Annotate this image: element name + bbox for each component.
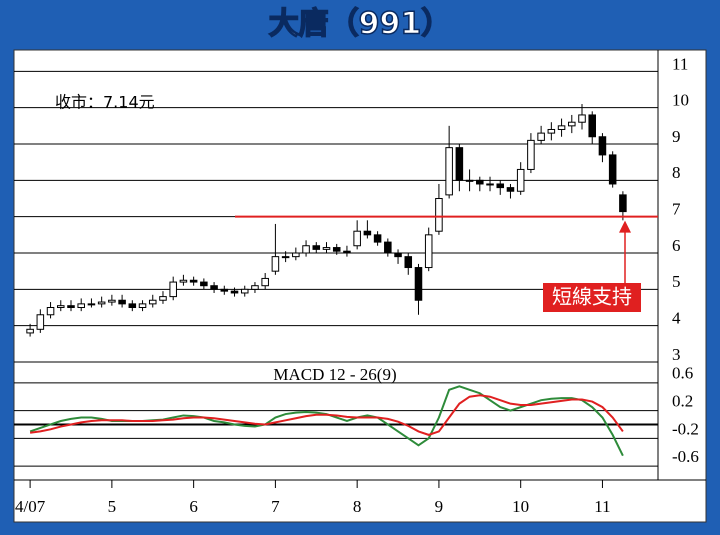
- chart-title: 大唐（991）: [269, 7, 452, 42]
- candle-body: [312, 245, 321, 250]
- y-tick-label: 11: [672, 54, 688, 73]
- y-tick-label: 4: [672, 309, 681, 328]
- candle-body: [619, 194, 627, 213]
- y-tick-label: 6: [672, 236, 681, 255]
- y-tick-label: 7: [672, 200, 681, 219]
- candle-body: [169, 281, 177, 298]
- candle-body: [240, 288, 249, 294]
- support-arrowhead: [619, 220, 631, 233]
- candle-body: [210, 285, 218, 290]
- candle-body: [404, 256, 413, 269]
- candle-body: [230, 290, 239, 294]
- candle-body: [292, 252, 300, 258]
- candle-body: [496, 183, 505, 189]
- candle-body: [435, 198, 443, 232]
- x-tick-label: 6: [189, 497, 198, 516]
- candle-body: [394, 252, 402, 258]
- candle-body: [414, 267, 423, 301]
- x-tick-label: 7: [271, 497, 280, 516]
- candle-body: [343, 250, 351, 254]
- candle-body: [537, 132, 545, 141]
- macd-title: MACD 12 - 26(9): [273, 365, 396, 384]
- candle-body: [281, 256, 290, 259]
- candle-body: [36, 314, 45, 330]
- candle-body: [486, 183, 494, 186]
- candle-body: [138, 303, 147, 309]
- x-tick-label: 10: [512, 497, 529, 516]
- candle-body: [251, 285, 259, 290]
- candle-body: [424, 234, 433, 269]
- support-label: 短線支持: [552, 285, 632, 309]
- candle-body: [516, 168, 525, 192]
- candle-body: [578, 114, 586, 123]
- candle-body: [87, 303, 96, 306]
- candle-body: [557, 125, 566, 130]
- candle-body: [588, 114, 596, 138]
- x-tick-label: 11: [594, 497, 610, 516]
- candle-body: [322, 247, 331, 250]
- candle-body: [465, 179, 474, 182]
- candle-body: [608, 154, 617, 185]
- y-tick-label: -0.2: [672, 419, 699, 438]
- x-tick-label: 9: [435, 497, 444, 516]
- x-tick-label: 4/07: [15, 497, 46, 516]
- x-tick-label: 8: [353, 497, 362, 516]
- candle-body: [568, 121, 576, 127]
- candle-body: [108, 299, 116, 303]
- candle-body: [373, 234, 382, 243]
- candle-body: [332, 247, 341, 252]
- candle-body: [302, 245, 310, 254]
- close-annotation: 收市：7.14元: [55, 93, 155, 112]
- candle-body: [384, 241, 392, 254]
- candle-body: [57, 305, 65, 309]
- y-tick-label: 3: [672, 345, 681, 364]
- candle-body: [547, 128, 556, 134]
- candle-body: [97, 301, 106, 305]
- candle-body: [159, 296, 167, 301]
- candle-body: [148, 299, 157, 305]
- support-label-box: [543, 283, 641, 312]
- candle-body: [46, 307, 55, 316]
- y-tick-label: -0.6: [672, 447, 699, 466]
- candle-body: [476, 179, 484, 185]
- candle-body: [220, 288, 229, 292]
- candle-body: [455, 147, 464, 181]
- candle-body: [353, 230, 361, 247]
- candle-body: [261, 277, 269, 287]
- y-tick-label: 10: [672, 91, 689, 110]
- y-tick-label: 9: [672, 127, 681, 146]
- y-tick-label: 0.2: [672, 391, 693, 410]
- y-tick-label: 5: [672, 272, 681, 291]
- y-tick-label: 0.6: [672, 364, 693, 383]
- candle-body: [77, 303, 85, 309]
- candle-body: [200, 281, 208, 287]
- x-tick-label: 5: [108, 497, 117, 516]
- candle-body: [271, 256, 280, 272]
- candle-body: [26, 328, 34, 334]
- candle-body: [128, 303, 137, 309]
- macd-line: [29, 394, 624, 436]
- candle-body: [445, 147, 453, 196]
- candle-body: [179, 279, 188, 283]
- candle-body: [118, 299, 126, 305]
- candle-body: [67, 305, 75, 309]
- candle-body: [527, 139, 535, 170]
- candle-body: [506, 187, 515, 192]
- candle-body: [363, 230, 372, 236]
- candle-body: [189, 279, 198, 283]
- candle-body: [598, 136, 607, 156]
- y-tick-label: 8: [672, 163, 681, 182]
